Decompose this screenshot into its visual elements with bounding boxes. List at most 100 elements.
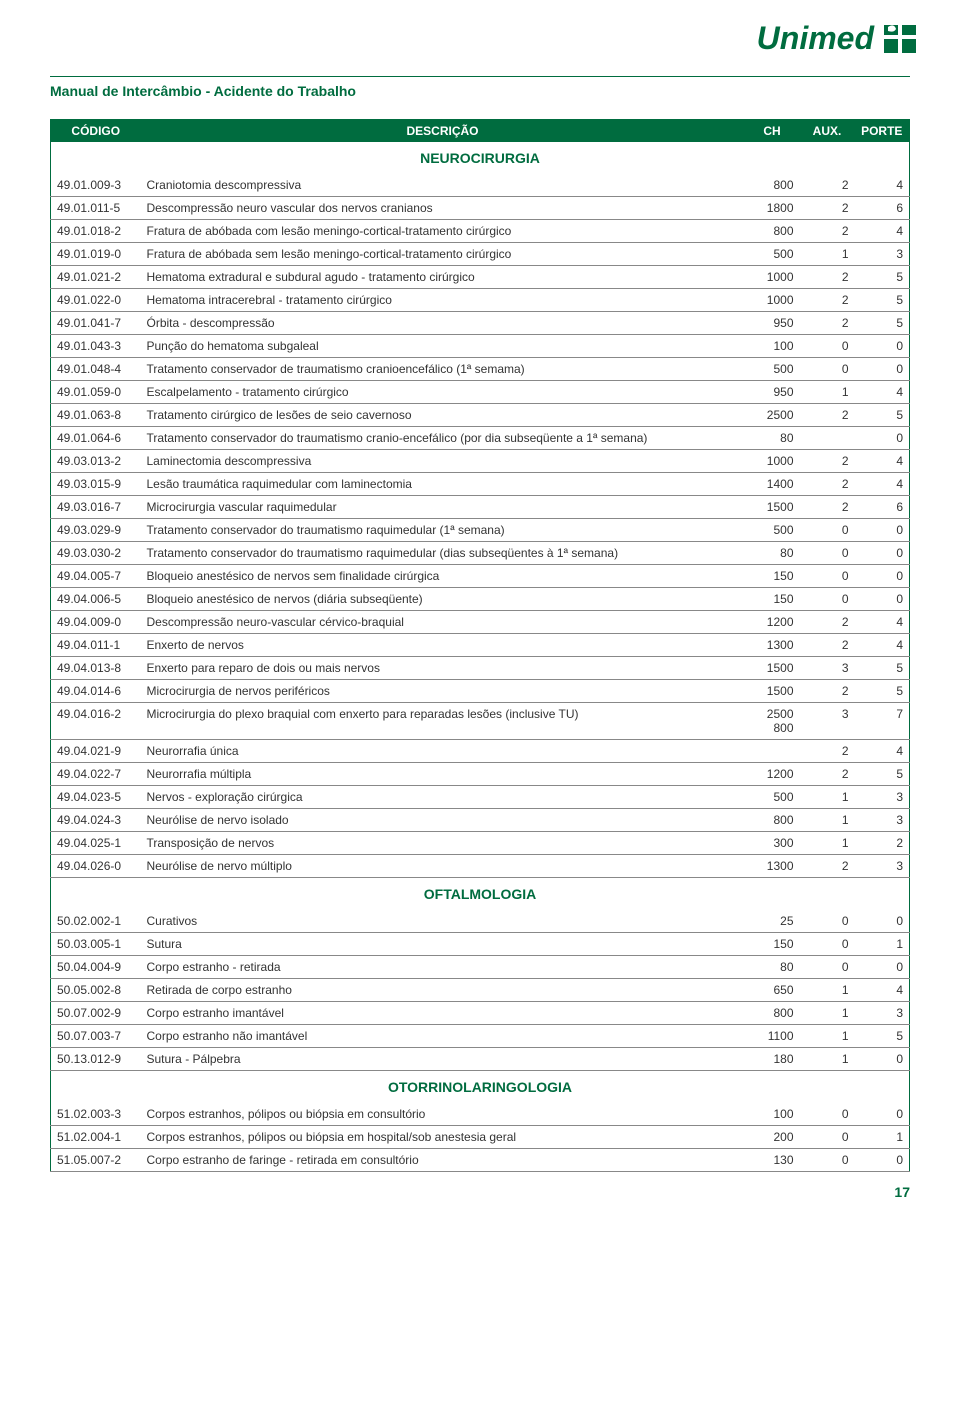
cell-ch: 1000 <box>745 289 800 312</box>
cell-ch: 500 <box>745 358 800 381</box>
col-aux: AUX. <box>800 120 855 143</box>
table-row: 50.03.005-1Sutura15001 <box>51 933 910 956</box>
cell-descricao: Neurólise de nervo isolado <box>141 809 745 832</box>
cell-codigo: 49.04.006-5 <box>51 588 141 611</box>
table-row: 49.03.030-2Tratamento conservador do tra… <box>51 542 910 565</box>
cell-ch: 150 <box>745 565 800 588</box>
cell-aux: 2 <box>800 450 855 473</box>
cell-porte: 4 <box>855 381 910 404</box>
cell-ch: 2500 <box>745 404 800 427</box>
cell-descricao: Microcirurgia de nervos periféricos <box>141 680 745 703</box>
cell-aux: 2 <box>800 197 855 220</box>
cell-porte: 0 <box>855 956 910 979</box>
cell-aux: 0 <box>800 565 855 588</box>
cell-porte: 2 <box>855 832 910 855</box>
cell-codigo: 49.04.026-0 <box>51 855 141 878</box>
table-row: 51.02.004-1Corpos estranhos, pólipos ou … <box>51 1126 910 1149</box>
table-row: 49.04.006-5Bloqueio anestésico de nervos… <box>51 588 910 611</box>
table-row: 49.01.021-2Hematoma extradural e subdura… <box>51 266 910 289</box>
cell-ch: 80 <box>745 542 800 565</box>
cell-aux: 2 <box>800 740 855 763</box>
cell-codigo: 50.02.002-1 <box>51 910 141 933</box>
cell-porte: 3 <box>855 855 910 878</box>
cell-codigo: 50.03.005-1 <box>51 933 141 956</box>
cell-aux: 1 <box>800 1025 855 1048</box>
cell-descricao: Escalpelamento - tratamento cirúrgico <box>141 381 745 404</box>
cell-ch: 1100 <box>745 1025 800 1048</box>
cell-aux: 2 <box>800 174 855 197</box>
table-row: 49.03.015-9Lesão traumática raquimedular… <box>51 473 910 496</box>
cell-porte: 0 <box>855 542 910 565</box>
cell-ch: 950 <box>745 381 800 404</box>
cell-descricao: Fratura de abóbada com lesão meningo-cor… <box>141 220 745 243</box>
cell-codigo: 50.13.012-9 <box>51 1048 141 1071</box>
cell-codigo: 49.04.009-0 <box>51 611 141 634</box>
brand-logo: Unimed <box>757 20 920 57</box>
cell-codigo: 49.01.009-3 <box>51 174 141 197</box>
cell-descricao: Curativos <box>141 910 745 933</box>
cell-porte: 5 <box>855 657 910 680</box>
cell-ch: 500 <box>745 243 800 266</box>
table-row: 51.05.007-2Corpo estranho de faringe - r… <box>51 1149 910 1172</box>
cell-porte: 0 <box>855 910 910 933</box>
cell-ch: 2500 800 <box>745 703 800 740</box>
table-row: 51.02.003-3Corpos estranhos, pólipos ou … <box>51 1103 910 1126</box>
cell-descricao: Tratamento conservador do traumatismo cr… <box>141 427 745 450</box>
cell-codigo: 49.03.016-7 <box>51 496 141 519</box>
cell-descricao: Tratamento cirúrgico de lesões de seio c… <box>141 404 745 427</box>
cell-aux: 0 <box>800 956 855 979</box>
cell-aux: 2 <box>800 763 855 786</box>
cell-codigo: 49.04.023-5 <box>51 786 141 809</box>
cell-descricao: Tratamento conservador do traumatismo ra… <box>141 519 745 542</box>
cell-aux: 1 <box>800 381 855 404</box>
cell-descricao: Neurorrafia única <box>141 740 745 763</box>
col-codigo: CÓDIGO <box>51 120 141 143</box>
cell-aux: 2 <box>800 855 855 878</box>
procedures-table: CÓDIGO DESCRIÇÃO CH AUX. PORTE NEUROCIRU… <box>50 119 910 1172</box>
cell-porte: 5 <box>855 289 910 312</box>
cell-descricao: Lesão traumática raquimedular com lamine… <box>141 473 745 496</box>
cell-ch: 1200 <box>745 611 800 634</box>
header-rule <box>50 76 910 77</box>
table-row: 49.01.059-0Escalpelamento - tratamento c… <box>51 381 910 404</box>
cell-ch: 500 <box>745 786 800 809</box>
table-row: 49.01.022-0Hematoma intracerebral - trat… <box>51 289 910 312</box>
cell-ch: 25 <box>745 910 800 933</box>
cell-ch: 80 <box>745 427 800 450</box>
cell-descricao: Punção do hematoma subgaleal <box>141 335 745 358</box>
cell-codigo: 49.04.011-1 <box>51 634 141 657</box>
cell-descricao: Retirada de corpo estranho <box>141 979 745 1002</box>
cell-codigo: 50.05.002-8 <box>51 979 141 1002</box>
cell-codigo: 49.01.022-0 <box>51 289 141 312</box>
cell-descricao: Descompressão neuro vascular dos nervos … <box>141 197 745 220</box>
cell-descricao: Corpo estranho imantável <box>141 1002 745 1025</box>
cell-porte: 5 <box>855 404 910 427</box>
cell-codigo: 49.04.024-3 <box>51 809 141 832</box>
cell-porte: 4 <box>855 450 910 473</box>
cell-porte: 3 <box>855 786 910 809</box>
cell-descricao: Corpos estranhos, pólipos ou biópsia em … <box>141 1103 745 1126</box>
cell-ch: 800 <box>745 174 800 197</box>
cell-codigo: 51.02.004-1 <box>51 1126 141 1149</box>
cell-aux: 1 <box>800 243 855 266</box>
cell-aux: 0 <box>800 588 855 611</box>
cell-descricao: Microcirurgia do plexo braquial com enxe… <box>141 703 745 740</box>
cell-codigo: 49.04.025-1 <box>51 832 141 855</box>
cell-porte: 4 <box>855 473 910 496</box>
table-row: 49.01.019-0Fratura de abóbada sem lesão … <box>51 243 910 266</box>
cell-porte: 0 <box>855 588 910 611</box>
cell-descricao: Microcirurgia vascular raquimedular <box>141 496 745 519</box>
cell-aux <box>800 427 855 450</box>
cell-ch: 800 <box>745 809 800 832</box>
cell-porte: 5 <box>855 312 910 335</box>
cell-porte: 0 <box>855 519 910 542</box>
cell-descricao: Enxerto de nervos <box>141 634 745 657</box>
brand-icon <box>880 21 920 57</box>
cell-aux: 2 <box>800 634 855 657</box>
cell-aux: 1 <box>800 979 855 1002</box>
cell-aux: 3 <box>800 703 855 740</box>
cell-codigo: 49.04.021-9 <box>51 740 141 763</box>
table-row: 49.03.013-2Laminectomia descompressiva10… <box>51 450 910 473</box>
table-row: 49.01.043-3Punção do hematoma subgaleal1… <box>51 335 910 358</box>
cell-descricao: Sutura <box>141 933 745 956</box>
